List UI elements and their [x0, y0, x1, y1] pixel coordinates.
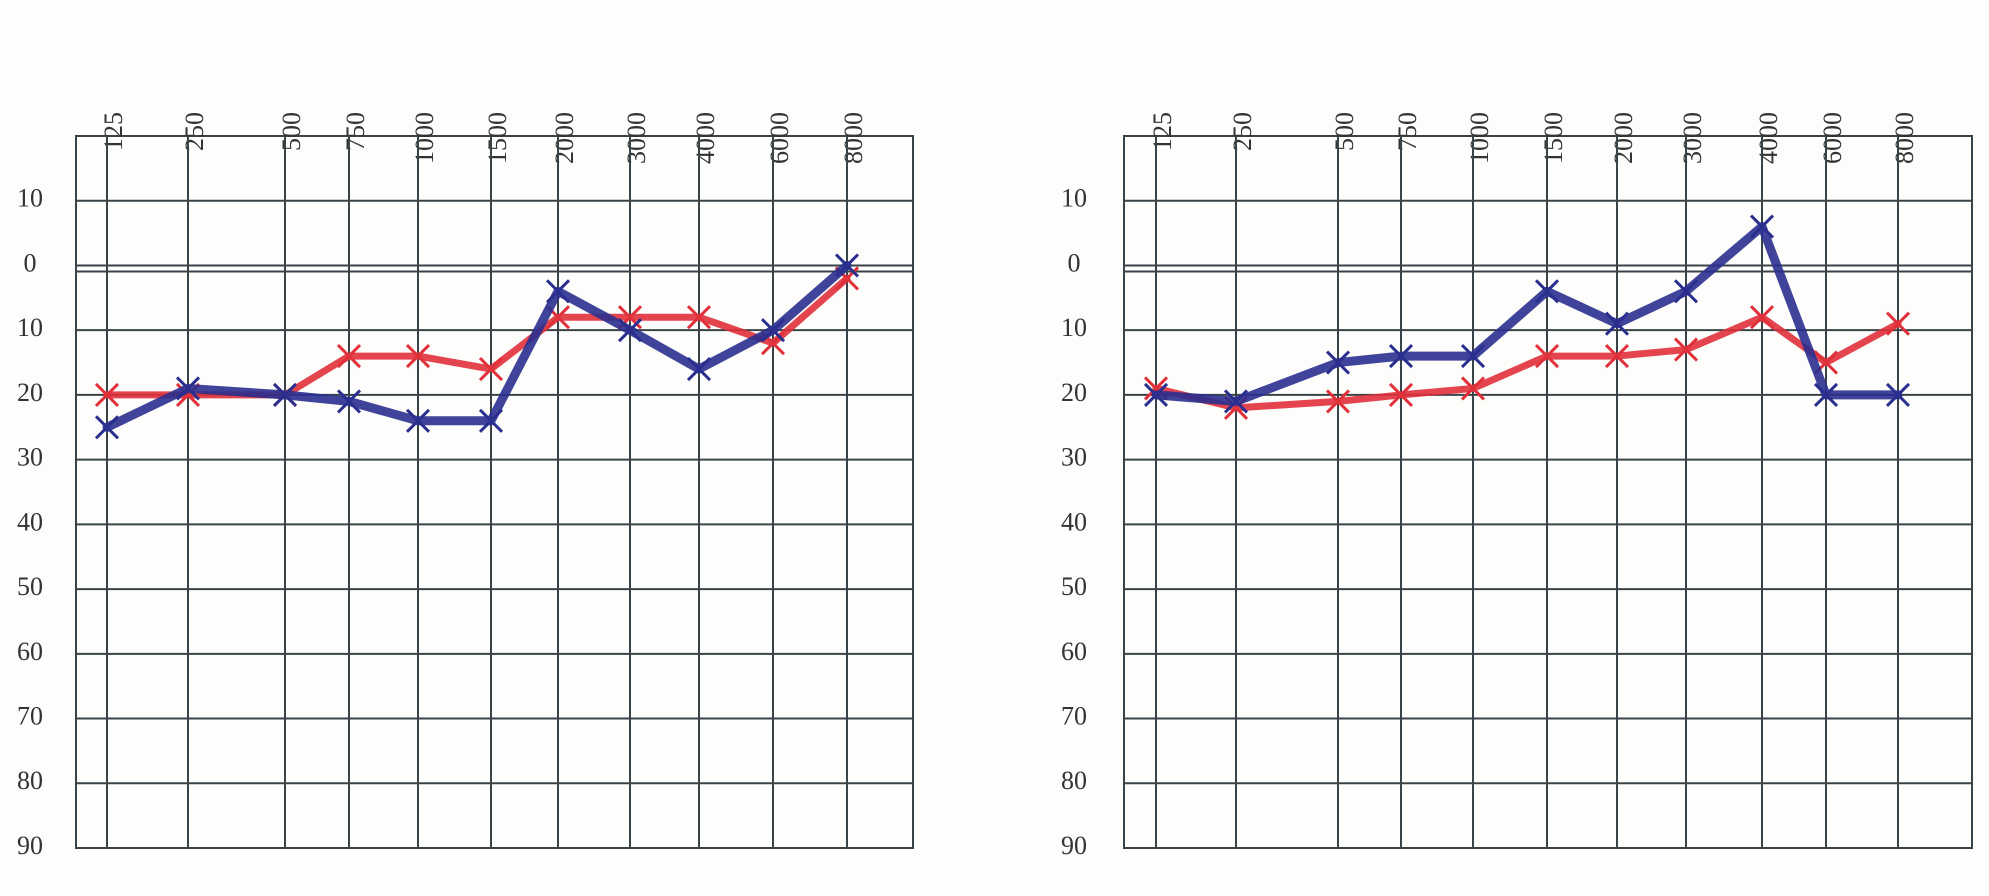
y-tick-label: 10 [17, 313, 43, 342]
point-marker [478, 356, 504, 382]
y-tick-label: 10 [1061, 184, 1087, 213]
point-marker [1604, 344, 1630, 369]
y-tick-label: 20 [1061, 378, 1087, 407]
point-marker [1749, 214, 1775, 239]
y-tick-label: 90 [1061, 831, 1087, 860]
x-tick-label: 6000 [1818, 112, 1847, 164]
point-marker [336, 344, 362, 369]
y-tick-label: 60 [17, 637, 43, 666]
x-tick-label: 500 [277, 112, 306, 151]
point-marker [1460, 376, 1486, 401]
y-tick-label: 80 [17, 766, 43, 795]
point-marker [1813, 382, 1839, 407]
point-marker [1673, 279, 1699, 304]
point-marker [1885, 382, 1911, 407]
data-line [103, 274, 851, 399]
point-marker [686, 305, 712, 330]
x-tick-label: 2000 [1609, 112, 1638, 164]
point-marker [1460, 344, 1486, 369]
x-tick-label: 4000 [691, 112, 720, 164]
y-tick-label: 70 [1061, 702, 1087, 731]
x-tick-label: 6000 [765, 112, 794, 164]
x-tick-label: 3000 [622, 112, 651, 164]
y-tick-label: 50 [17, 572, 43, 601]
point-marker [1223, 389, 1249, 414]
point-marker [834, 253, 860, 278]
point-marker [1885, 311, 1911, 336]
y-tick-label: 10 [17, 184, 43, 213]
point-marker [760, 318, 786, 343]
x-tick-label: 8000 [1890, 112, 1919, 164]
point-marker [1604, 311, 1630, 336]
x-tick-label: 750 [341, 112, 370, 151]
y-tick-label: 40 [1061, 507, 1087, 536]
x-tick-label: 250 [180, 112, 209, 151]
point-marker [1749, 305, 1775, 330]
point-marker [1143, 382, 1169, 407]
point-marker [1534, 344, 1560, 369]
point-marker [1534, 279, 1560, 304]
x-tick-label: 2000 [550, 112, 579, 164]
y-tick-label: 40 [17, 507, 43, 536]
point-marker [94, 382, 120, 407]
y-tick-label: 90 [17, 831, 43, 860]
y-tick-label: 0 [24, 248, 37, 277]
y-tick-label: 80 [1061, 766, 1087, 795]
point-marker [545, 279, 571, 304]
point-marker [175, 376, 201, 401]
y-tick-label: 30 [1061, 443, 1087, 472]
y-tick-label: 60 [1061, 637, 1087, 666]
x-tick-label: 500 [1330, 112, 1359, 151]
y-tick-label: 20 [17, 378, 43, 407]
x-tick-label: 1000 [410, 112, 439, 164]
y-tick-label: 0 [1068, 248, 1081, 277]
y-tick-label: 50 [1061, 572, 1087, 601]
plot-frame [75, 135, 914, 849]
x-tick-label: 1500 [483, 112, 512, 164]
data-line [1151, 222, 1903, 406]
x-tick-label: 125 [99, 112, 128, 151]
x-tick-label: 1500 [1539, 112, 1568, 164]
point-marker [1325, 389, 1351, 414]
x-tick-label: 3000 [1678, 112, 1707, 164]
point-marker [1325, 350, 1351, 375]
x-tick-label: 250 [1228, 112, 1257, 151]
point-marker [478, 408, 504, 433]
x-tick-label: 1000 [1465, 112, 1494, 164]
point-marker [1388, 344, 1414, 369]
x-tick-label: 125 [1148, 112, 1177, 151]
point-marker [272, 382, 298, 407]
point-marker [686, 356, 712, 382]
point-marker [405, 344, 431, 369]
point-marker [1388, 382, 1414, 407]
point-marker [405, 408, 431, 433]
x-tick-label: 8000 [839, 112, 868, 164]
x-tick-label: 4000 [1754, 112, 1783, 164]
point-marker [336, 389, 362, 414]
point-marker [94, 415, 120, 440]
data-line [102, 260, 852, 432]
x-tick-label: 750 [1393, 112, 1422, 151]
y-tick-label: 10 [1061, 313, 1087, 342]
point-marker [617, 318, 643, 343]
point-marker [1673, 337, 1699, 362]
y-tick-label: 70 [17, 702, 43, 731]
y-tick-label: 30 [17, 443, 43, 472]
